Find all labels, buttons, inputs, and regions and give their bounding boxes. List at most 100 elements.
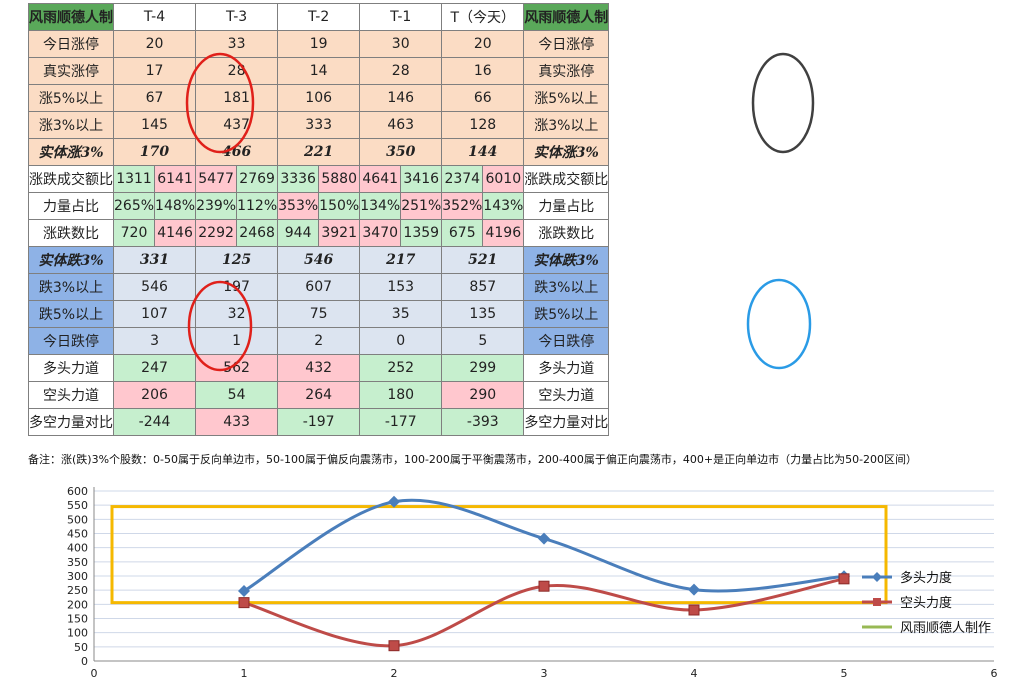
table-cell: 466	[195, 138, 279, 166]
table-cell: 170	[112, 138, 197, 166]
table-cell: 146	[359, 84, 443, 112]
table-cell: 4196	[482, 219, 525, 247]
row-label: 实体涨3%	[523, 138, 610, 166]
table-cell: 290	[441, 381, 525, 409]
y-tick-label: 200	[67, 598, 88, 611]
x-tick-label: 1	[241, 667, 248, 680]
x-tick-label: 5	[841, 667, 848, 680]
table-cell: 4146	[154, 219, 197, 247]
row-label: 跌3%以上	[523, 273, 610, 301]
row-label: 实体涨3%	[28, 138, 114, 166]
y-tick-label: 50	[74, 641, 88, 654]
annotation-circle-blue	[746, 278, 812, 370]
row-turnover-ratio: 涨跌成交额比 1311 6141 5477 2769 3336 5880 464…	[28, 165, 610, 193]
row-label: 今日跌停	[28, 327, 114, 355]
table-cell: 607	[277, 273, 361, 301]
table-cell: 562	[195, 354, 279, 382]
table-cell: 217	[359, 246, 443, 274]
table-cell: 6141	[154, 165, 197, 193]
table-cell: 1	[195, 327, 279, 355]
table-cell: 125	[195, 246, 279, 274]
table-cell: 2468	[236, 219, 279, 247]
row-bull-force: 多头力道 247 562 432 252 299 多头力道	[28, 354, 610, 382]
row-down5: 跌5%以上 107 32 75 35 135 跌5%以上	[28, 300, 610, 328]
table-cell: 3470	[359, 219, 402, 247]
table-cell: 4641	[359, 165, 402, 193]
table-cell: 221	[277, 138, 361, 166]
table-cell: 6010	[482, 165, 525, 193]
y-tick-label: 450	[67, 528, 88, 541]
table-cell: 3	[112, 327, 197, 355]
table-cell: 30	[359, 30, 443, 58]
table-cell: 143%	[482, 192, 525, 220]
row-label: 实体跌3%	[28, 246, 114, 274]
x-tick-label: 6	[991, 667, 998, 680]
y-tick-label: 100	[67, 627, 88, 640]
y-tick-label: 0	[81, 655, 88, 668]
y-tick-label: 600	[67, 485, 88, 498]
row-bear-force: 空头力道 206 54 264 180 290 空头力道	[28, 381, 610, 409]
row-down3: 跌3%以上 546 197 607 153 857 跌3%以上	[28, 273, 610, 301]
table-cell: 675	[441, 219, 484, 247]
row-solid-down3: 实体跌3% 331 125 546 217 521 实体跌3%	[28, 246, 610, 274]
table-cell: 1311	[112, 165, 156, 193]
table-cell: 67	[112, 84, 197, 112]
row-label: 涨跌成交额比	[523, 165, 610, 193]
table-cell: 197	[195, 273, 279, 301]
row-label: 今日跌停	[523, 327, 610, 355]
table-cell: 546	[112, 273, 197, 301]
row-label: 涨5%以上	[28, 84, 114, 112]
table-cell: 2	[277, 327, 361, 355]
table-cell: 150%	[318, 192, 361, 220]
annotation-circle-dark	[751, 52, 815, 154]
table-cell: 206	[112, 381, 197, 409]
row-label: 涨跌数比	[523, 219, 610, 247]
data-point	[538, 532, 550, 545]
table-cell: 299	[441, 354, 525, 382]
table-cell: 463	[359, 111, 443, 139]
table-cell: 239%	[195, 192, 238, 220]
row-up5: 涨5%以上 67 181 106 146 66 涨5%以上	[28, 84, 610, 112]
row-label: 多空力量对比	[28, 408, 114, 436]
row-label: 今日涨停	[28, 30, 114, 58]
table-cell: 135	[441, 300, 525, 328]
table-cell: 54	[195, 381, 279, 409]
row-label: 今日涨停	[523, 30, 610, 58]
y-tick-label: 250	[67, 584, 88, 597]
data-point	[688, 583, 700, 596]
table-cell: 112%	[236, 192, 279, 220]
table-cell: -197	[277, 408, 361, 436]
row-label: 涨跌成交额比	[28, 165, 114, 193]
row-label: 多头力道	[523, 354, 610, 382]
data-point	[238, 585, 250, 598]
table-cell: -244	[112, 408, 197, 436]
footnote: 备注：涨(跌)3%个股数：0-50属于反向单边市，50-100属于偏反向震荡市，…	[28, 453, 918, 466]
table-cell: 2292	[195, 219, 238, 247]
data-point	[688, 604, 700, 616]
row-label: 多空力量对比	[523, 408, 610, 436]
table-cell: 5	[441, 327, 525, 355]
legend-label: 风雨顺德人制作	[900, 621, 991, 636]
table-cell: 145	[112, 111, 197, 139]
y-tick-label: 550	[67, 499, 88, 512]
row-updown-count: 涨跌数比 720 4146 2292 2468 944 3921 3470 13…	[28, 219, 610, 247]
data-point	[538, 580, 550, 592]
table-cell: 944	[277, 219, 320, 247]
table-cell: 17	[112, 57, 197, 85]
table-cell: 720	[112, 219, 156, 247]
row-solid-up3: 实体涨3% 170 466 221 350 144 实体涨3%	[28, 138, 610, 166]
table-cell: 180	[359, 381, 443, 409]
column-header: T-2	[277, 3, 361, 31]
legend-label: 多头力度	[900, 570, 952, 586]
table-cell: 2769	[236, 165, 279, 193]
table-cell: 148%	[154, 192, 197, 220]
table-cell: 252	[359, 354, 443, 382]
data-point	[388, 640, 400, 652]
y-tick-label: 400	[67, 542, 88, 555]
table-cell: 350	[359, 138, 443, 166]
table-cell: 20	[112, 30, 197, 58]
table-cell: 521	[441, 246, 525, 274]
table-cell: 546	[277, 246, 361, 274]
table-cell: 19	[277, 30, 361, 58]
table-cell: 33	[195, 30, 279, 58]
